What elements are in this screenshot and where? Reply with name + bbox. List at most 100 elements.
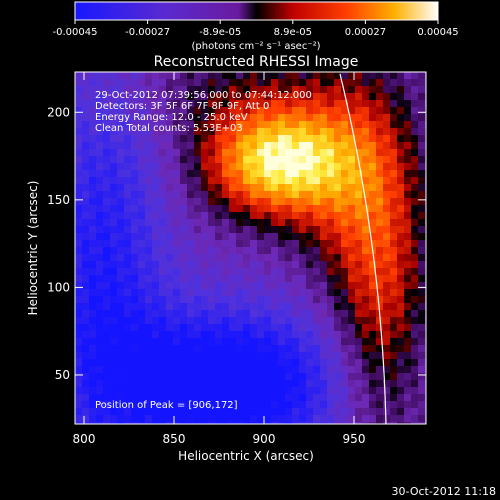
x-tick-label: 800 <box>73 432 96 446</box>
heatmap-cell <box>327 366 335 374</box>
heatmap-cell <box>89 184 97 192</box>
heatmap-cell <box>215 128 223 136</box>
heatmap-cell <box>285 401 293 409</box>
heatmap-cell <box>264 275 272 283</box>
heatmap-cell <box>285 121 293 129</box>
heatmap-cell <box>383 142 391 150</box>
heatmap-cell <box>264 289 272 297</box>
heatmap-cell <box>334 338 342 346</box>
heatmap-cell <box>278 128 286 136</box>
heatmap-cell <box>271 247 279 255</box>
heatmap-cell <box>327 401 335 409</box>
heatmap-cell <box>117 303 125 311</box>
heatmap-cell <box>341 79 349 87</box>
heatmap-cell <box>250 79 258 87</box>
heatmap-cell <box>292 331 300 339</box>
heatmap-cell <box>320 366 328 374</box>
heatmap-cell <box>152 149 160 157</box>
heatmap-cell <box>383 198 391 206</box>
heatmap-cell <box>103 387 111 395</box>
heatmap-cell <box>243 303 251 311</box>
heatmap-cell <box>418 289 426 297</box>
heatmap-cell <box>110 79 118 87</box>
heatmap-cell <box>320 247 328 255</box>
heatmap-cell <box>131 240 139 248</box>
heatmap-cell <box>320 93 328 101</box>
heatmap-cell <box>89 72 97 80</box>
heatmap-cell <box>299 254 307 262</box>
heatmap-cell <box>271 380 279 388</box>
heatmap-cell <box>89 345 97 353</box>
heatmap-cell <box>110 317 118 325</box>
heatmap-cell <box>173 422 181 424</box>
heatmap-cell <box>390 226 398 234</box>
heatmap-cell <box>215 261 223 269</box>
heatmap-cell <box>390 240 398 248</box>
heatmap-cell <box>103 233 111 241</box>
heatmap-cell <box>173 317 181 325</box>
heatmap-cell <box>355 163 363 171</box>
heatmap-cell <box>89 310 97 318</box>
heatmap-cell <box>82 373 90 381</box>
heatmap-cell <box>96 198 104 206</box>
heatmap-cell <box>362 387 370 395</box>
heatmap-cell <box>173 93 181 101</box>
heatmap-cell <box>348 324 356 332</box>
heatmap-cell <box>201 359 209 367</box>
heatmap-cell <box>194 149 202 157</box>
heatmap-cell <box>89 303 97 311</box>
heatmap-cell <box>110 86 118 94</box>
heatmap-cell <box>110 394 118 402</box>
heatmap-cell <box>313 261 321 269</box>
heatmap-cell <box>292 170 300 178</box>
heatmap-cell <box>82 296 90 304</box>
heatmap-cell <box>138 198 146 206</box>
heatmap-cell <box>215 205 223 213</box>
heatmap-cell <box>334 401 342 409</box>
heatmap-cell <box>278 170 286 178</box>
heatmap-cell <box>229 233 237 241</box>
heatmap-cell <box>320 219 328 227</box>
heatmap-cell <box>131 128 139 136</box>
heatmap-cell <box>222 408 230 416</box>
heatmap-cell <box>138 366 146 374</box>
heatmap-cell <box>404 289 412 297</box>
heatmap-cell <box>82 352 90 360</box>
heatmap-cell <box>285 380 293 388</box>
heatmap-cell <box>383 366 391 374</box>
heatmap-cell <box>264 128 272 136</box>
heatmap-cell <box>152 415 160 423</box>
heatmap-cell <box>131 408 139 416</box>
heatmap-cell <box>334 149 342 157</box>
heatmap-cell <box>187 114 195 122</box>
heatmap-cell <box>215 359 223 367</box>
heatmap-cell <box>145 198 153 206</box>
heatmap-cell <box>348 289 356 297</box>
heatmap-cell <box>236 324 244 332</box>
heatmap-cell <box>103 296 111 304</box>
heatmap-cell <box>236 219 244 227</box>
heatmap-cell <box>243 72 251 80</box>
heatmap-cell <box>299 114 307 122</box>
heatmap-cell <box>187 366 195 374</box>
heatmap-cell <box>201 240 209 248</box>
heatmap-cell <box>320 387 328 395</box>
heatmap-cell <box>187 289 195 297</box>
heatmap-cell <box>89 226 97 234</box>
heatmap-cell <box>292 149 300 157</box>
heatmap-cell <box>348 380 356 388</box>
heatmap-cell <box>397 422 405 424</box>
heatmap-cell <box>313 366 321 374</box>
heatmap-cell <box>208 135 216 143</box>
heatmap-cell <box>376 100 384 108</box>
heatmap-cell <box>229 72 237 80</box>
heatmap-cell <box>306 170 314 178</box>
heatmap-cell <box>117 394 125 402</box>
heatmap-cell <box>334 408 342 416</box>
heatmap-cell <box>89 380 97 388</box>
heatmap-cell <box>285 310 293 318</box>
heatmap-cell <box>173 163 181 171</box>
heatmap-cell <box>222 205 230 213</box>
heatmap-cell <box>96 401 104 409</box>
heatmap-cell <box>264 359 272 367</box>
